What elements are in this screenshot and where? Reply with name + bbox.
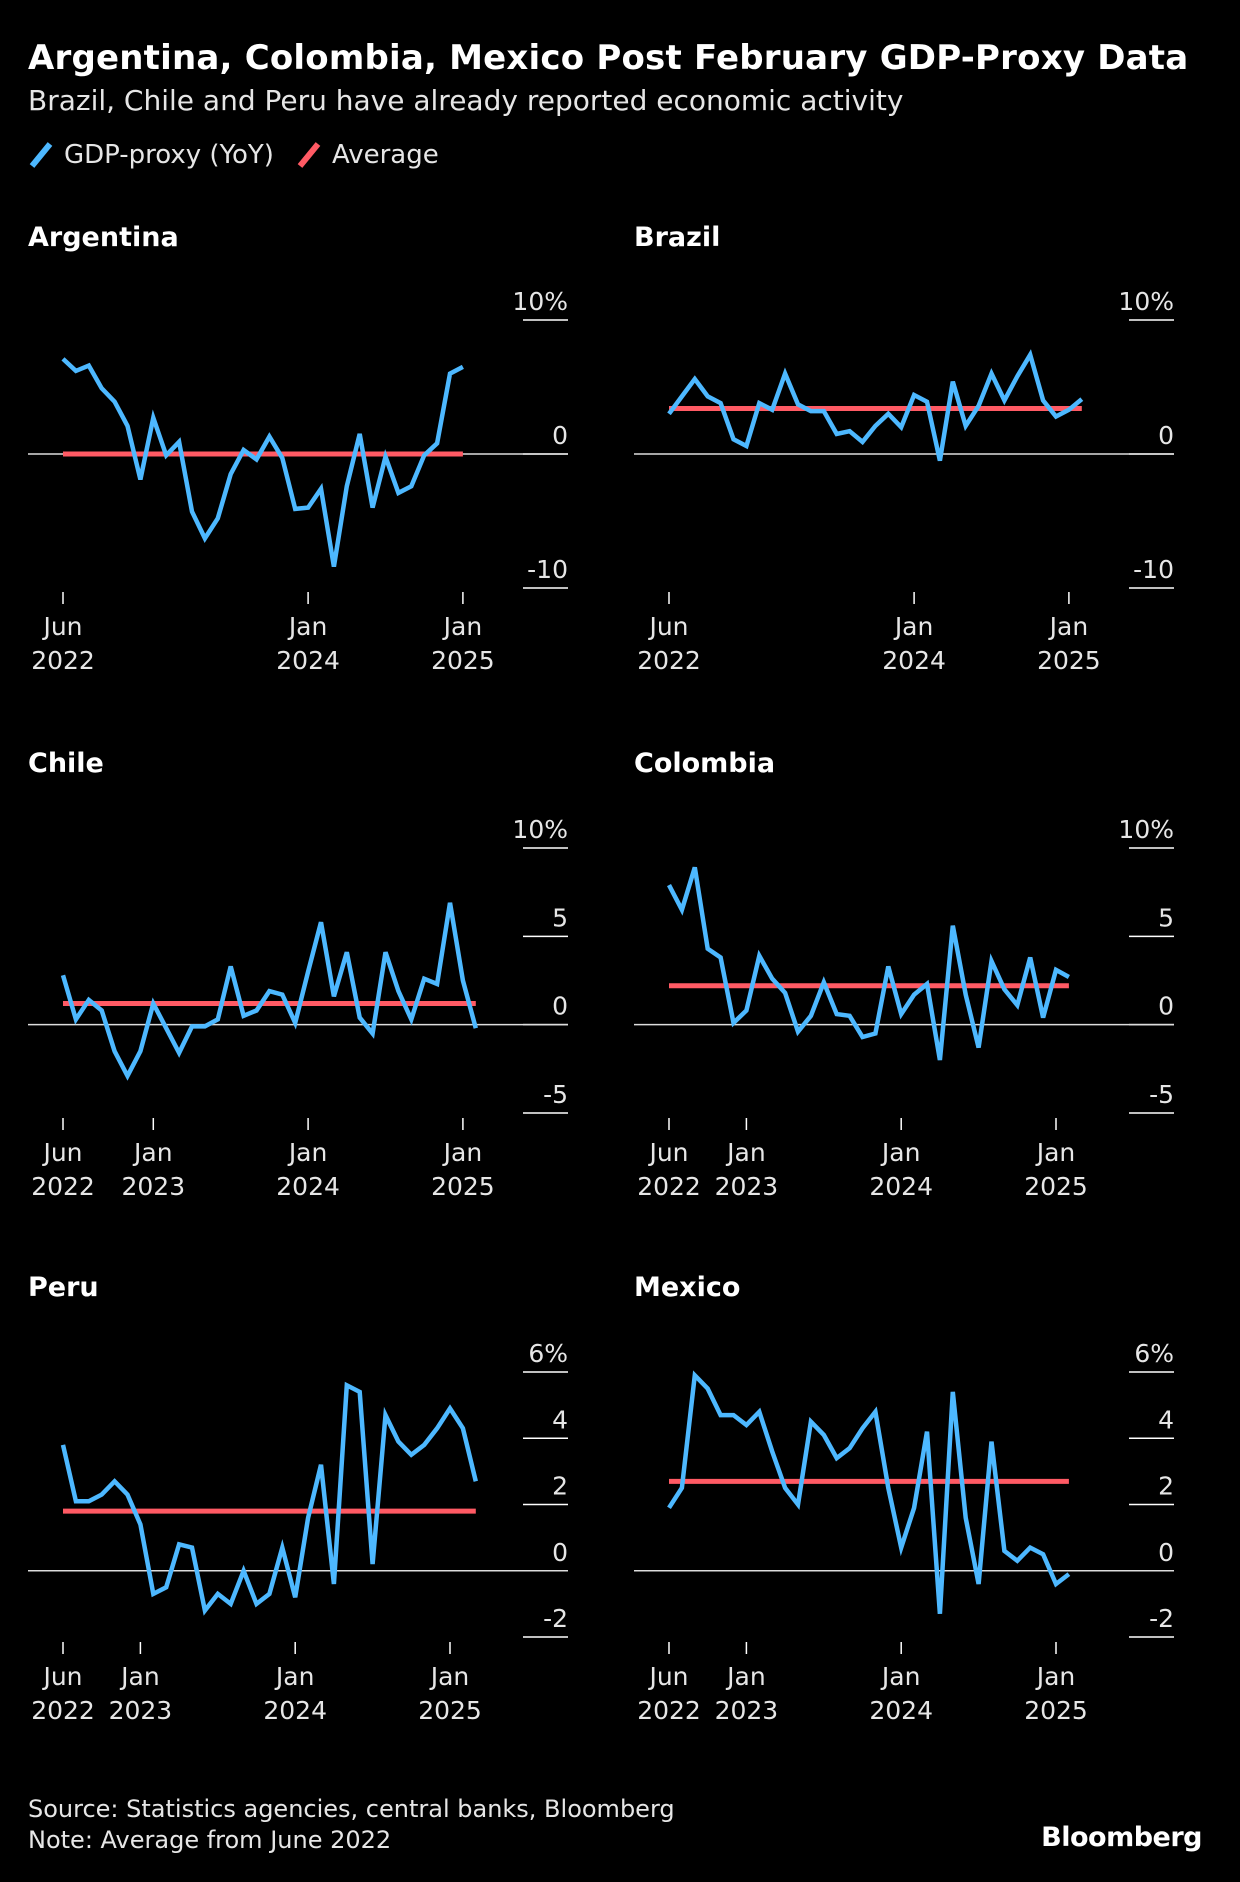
x-tick-label-year: 2022 [31,646,95,675]
x-tick-label-month: Jan [429,1662,470,1691]
x-tick-label-month: Jan [1048,612,1089,641]
footer: Source: Statistics agencies, central ban… [28,1794,675,1856]
y-tick-label: 2 [1158,1472,1174,1501]
y-tick-label: 0 [552,421,568,450]
chart-subtitle: Brazil, Chile and Peru have already repo… [28,84,903,117]
x-tick-label-month: Jan [274,1662,315,1691]
chart-peru: 6% 4 2 0 -2 Jun 2022 Jan 2023 Jan 2024 Jan 2025 [28,1272,618,1772]
y-tick-label: 0 [1158,1538,1174,1567]
x-tick-label-month: Jan [725,1662,766,1691]
chart-chile: 10% 5 0 -5 Jun 2022 Jan 2023 Jan 2024 Jan 2025 [28,748,618,1248]
panel-colombia: Colombia 10% 5 0 -5 Jun 2022 Jan 2023 Jan 2024 Jan… [634,748,1224,1248]
gdp-proxy-line [63,359,463,567]
x-tick-label-month: Jan [880,1662,921,1691]
panel-chile: Chile 10% 5 0 -5 Jun 2022 Jan 2023 Jan 2024 Jan 202… [28,748,618,1248]
legend-item-average: Average [296,140,439,170]
y-tick-label: 4 [1158,1405,1174,1434]
x-tick-label-year: 2022 [31,1696,95,1725]
bloomberg-logo: Bloomberg [1041,1822,1202,1853]
x-tick-label-month: Jun [647,612,688,641]
x-tick-label-month: Jan [119,1662,160,1691]
y-tick-label: 2 [552,1472,568,1501]
chart-argentina: 10% 0 -10 Jun 2022 Jan 2024 Jan 2025 [28,222,618,722]
x-tick-label-year: 2025 [1024,1696,1088,1725]
y-tick-label: -2 [1149,1604,1174,1633]
x-tick-label-year: 2025 [418,1696,482,1725]
y-tick-label: 4 [552,1405,568,1434]
legend-label-average: Average [332,140,439,170]
x-tick-label-month: Jun [647,1662,688,1691]
x-tick-label-month: Jun [41,1138,82,1167]
y-tick-label: -5 [1149,1080,1174,1109]
x-tick-label-year: 2022 [637,1172,701,1201]
x-tick-label-year: 2024 [276,646,340,675]
legend: GDP-proxy (YoY) Average [28,140,461,170]
line-swatch-icon [296,140,322,170]
panel-brazil: Brazil 10% 0 -10 Jun 2022 Jan 2024 Jan 2025 [634,222,1224,722]
y-tick-label: 0 [1158,421,1174,450]
x-tick-label-month: Jan [132,1138,173,1167]
y-tick-label: 10% [1118,287,1174,316]
x-tick-label-month: Jun [41,1662,82,1691]
panel-peru: Peru 6% 4 2 0 -2 Jun 2022 Jan 2023 Jan 2024 Jan 2025 [28,1272,618,1772]
x-tick-label-year: 2023 [715,1696,779,1725]
chart-colombia: 10% 5 0 -5 Jun 2022 Jan 2023 Jan 2024 Jan 2025 [634,748,1224,1248]
gdp-proxy-line [669,1375,1069,1614]
x-tick-label-month: Jan [893,612,934,641]
average-note: Note: Average from June 2022 [28,1825,675,1856]
gdp-proxy-line [63,903,476,1076]
y-tick-label: 10% [512,815,568,844]
legend-label-gdp-proxy: GDP-proxy (YoY) [64,140,274,170]
x-tick-label-month: Jan [442,1138,483,1167]
x-tick-label-year: 2024 [869,1696,933,1725]
y-tick-label: 0 [1158,992,1174,1021]
panel-argentina: Argentina 10% 0 -10 Jun 2022 Jan 2024 Jan 2025 [28,222,618,722]
x-tick-label-year: 2022 [637,646,701,675]
x-tick-label-month: Jan [442,612,483,641]
x-tick-label-month: Jan [287,612,328,641]
x-tick-label-month: Jun [41,612,82,641]
x-tick-label-year: 2023 [121,1172,185,1201]
y-tick-label: 5 [1158,903,1174,932]
y-tick-label: -5 [543,1080,568,1109]
y-tick-label: 10% [512,287,568,316]
y-tick-label: 6% [528,1339,568,1368]
x-tick-label-year: 2025 [1037,646,1101,675]
y-tick-label: 0 [552,1538,568,1567]
x-tick-label-year: 2024 [869,1172,933,1201]
legend-item-gdp-proxy: GDP-proxy (YoY) [28,140,274,170]
x-tick-label-year: 2025 [1024,1172,1088,1201]
x-tick-label-month: Jan [287,1138,328,1167]
y-tick-label: -2 [543,1604,568,1633]
x-tick-label-year: 2022 [637,1696,701,1725]
panel-mexico: Mexico 6% 4 2 0 -2 Jun 2022 Jan 2023 Jan 2024 Jan 20… [634,1272,1224,1772]
chart-title: Argentina, Colombia, Mexico Post Februar… [28,38,1188,78]
gdp-proxy-line [669,867,1069,1060]
chart-mexico: 6% 4 2 0 -2 Jun 2022 Jan 2023 Jan 2024 Jan 2025 [634,1272,1224,1772]
y-tick-label: 0 [552,992,568,1021]
y-tick-label: -10 [1133,555,1174,584]
x-tick-label-year: 2025 [431,1172,495,1201]
gdp-proxy-line [63,1385,476,1610]
x-tick-label-year: 2024 [263,1696,327,1725]
x-tick-label-year: 2023 [109,1696,173,1725]
y-tick-label: 6% [1134,1339,1174,1368]
x-tick-label-month: Jan [725,1138,766,1167]
x-tick-label-month: Jan [1035,1138,1076,1167]
x-tick-label-month: Jan [1035,1662,1076,1691]
x-tick-label-year: 2024 [276,1172,340,1201]
x-tick-label-year: 2024 [882,646,946,675]
line-swatch-icon [28,140,54,170]
y-tick-label: 5 [552,903,568,932]
x-tick-label-month: Jan [880,1138,921,1167]
chart-brazil: 10% 0 -10 Jun 2022 Jan 2024 Jan 2025 [634,222,1224,722]
x-tick-label-year: 2023 [715,1172,779,1201]
x-tick-label-month: Jun [647,1138,688,1167]
y-tick-label: -10 [527,555,568,584]
x-tick-label-year: 2022 [31,1172,95,1201]
source-note: Source: Statistics agencies, central ban… [28,1794,675,1825]
x-tick-label-year: 2025 [431,646,495,675]
y-tick-label: 10% [1118,815,1174,844]
